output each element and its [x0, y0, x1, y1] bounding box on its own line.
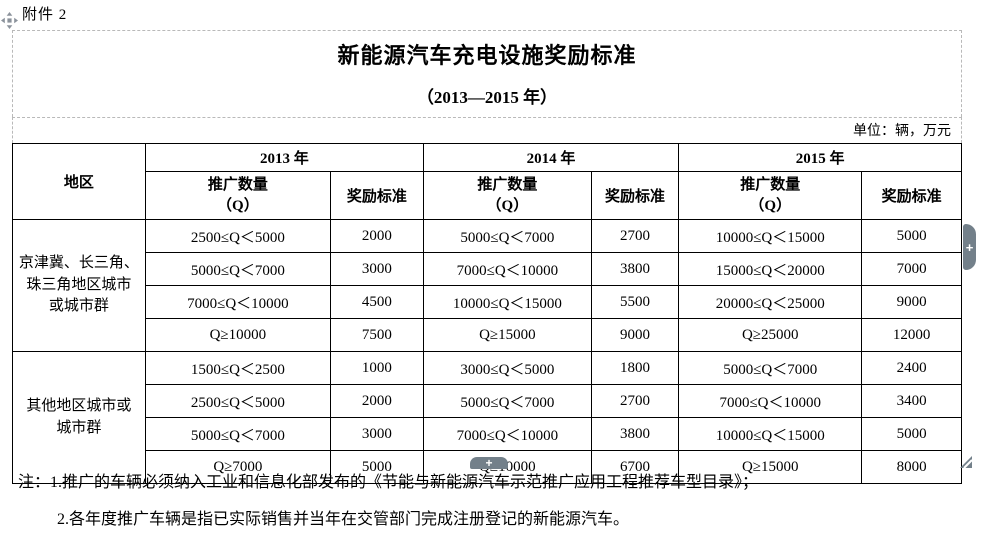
header-qty-2013: 推广数量 （Q）	[144, 171, 331, 220]
reward-cell: 6700	[590, 450, 680, 484]
reward-cell: 3800	[590, 252, 680, 286]
qty-cell: Q≥10000	[144, 318, 331, 352]
reward-cell: 5000	[861, 219, 962, 253]
attachment-label: 附件 2	[22, 7, 68, 23]
header-reward-2013: 奖励标准	[329, 171, 424, 220]
reward-cell: 1800	[590, 351, 680, 385]
reward-cell: 5500	[590, 285, 680, 319]
qty-cell: 10000≤Q＜15000	[678, 417, 863, 451]
qty-cell: Q≥7000	[144, 450, 331, 484]
table-resize-handle-icon[interactable]	[959, 455, 973, 469]
qty-cell: 2500≤Q＜5000	[144, 219, 331, 253]
table-row: 5000≤Q＜7000 3000 7000≤Q＜10000 3800 15000…	[13, 252, 962, 286]
reward-cell: 12000	[861, 318, 962, 352]
qty-cell: 15000≤Q＜20000	[678, 252, 863, 286]
reward-cell: 5000	[329, 450, 424, 484]
qty-cell: 5000≤Q＜7000	[422, 219, 592, 253]
qty-header-line2: （Q）	[486, 197, 529, 214]
footnote-1: 注：1.推广的车辆必须纳入工业和信息化部发布的《节能与新能源汽车示范推广应用工程…	[18, 474, 759, 491]
qty-header-line2: （Q）	[749, 197, 792, 214]
table-move-handle-icon[interactable]	[1, 12, 18, 29]
reward-cell: 2700	[590, 384, 680, 418]
qty-header-line1: 推广数量	[207, 177, 268, 194]
qty-cell: Q≥15000	[678, 450, 863, 484]
qty-cell: 10000≤Q＜15000	[422, 285, 592, 319]
qty-cell: 5000≤Q＜7000	[144, 417, 331, 451]
footnote-2: 2.各年度推广车辆是指已实际销售并当年在交管部门完成注册登记的新能源汽车。	[57, 511, 630, 528]
reward-cell: 2400	[861, 351, 962, 385]
qty-cell: 2500≤Q＜5000	[144, 384, 331, 418]
qty-cell: Q≥15000	[422, 318, 592, 352]
qty-cell: 7000≤Q＜10000	[678, 384, 863, 418]
reward-cell: 5000	[861, 417, 962, 451]
reward-cell: 4500	[329, 285, 424, 319]
table-row: 京津冀、长三角、 珠三角地区城市 或城市群 2500≤Q＜5000 2000 5…	[12, 219, 962, 352]
reward-cell: 2700	[590, 219, 680, 253]
qty-header-line1: 推广数量	[740, 177, 801, 194]
page-subtitle: （2013—2015 年）	[416, 88, 558, 107]
qty-cell: 5000≤Q＜7000	[144, 252, 331, 286]
add-column-handle[interactable]: +	[963, 224, 976, 270]
table-row: Q≥7000 5000 Q≥10000 6700 Q≥15000 8000	[13, 450, 962, 484]
header-qty-2014: 推广数量 （Q）	[422, 171, 592, 220]
reward-cell: 1000	[329, 351, 424, 385]
qty-cell: 20000≤Q＜25000	[678, 285, 863, 319]
header-region: 地区	[12, 143, 146, 220]
plus-icon: +	[965, 239, 974, 255]
qty-cell: 5000≤Q＜7000	[422, 384, 592, 418]
reward-cell: 7500	[329, 318, 424, 352]
region-cell-other: 其他地区城市或 城市群	[12, 351, 146, 484]
header-reward-2015: 奖励标准	[861, 171, 962, 220]
unit-note: 单位：辆，万元	[12, 117, 962, 143]
qty-cell: 7000≤Q＜10000	[422, 252, 592, 286]
header-year-2015: 2015 年	[678, 143, 962, 172]
reward-cell: 3800	[590, 417, 680, 451]
reward-cell: 9000	[590, 318, 680, 352]
table-row: 7000≤Q＜10000 4500 10000≤Q＜15000 5500 200…	[13, 285, 962, 319]
qty-header-line1: 推广数量	[477, 177, 538, 194]
table-row: 2500≤Q＜5000 2000 5000≤Q＜7000 2700 7000≤Q…	[13, 384, 962, 418]
reward-cell: 2000	[329, 384, 424, 418]
page-title: 新能源汽车充电设施奖励标准	[337, 43, 637, 68]
qty-cell: 5000≤Q＜7000	[678, 351, 863, 385]
qty-cell: 10000≤Q＜15000	[678, 219, 863, 253]
add-row-handle[interactable]: +	[470, 457, 508, 469]
header-qty-2015: 推广数量 （Q）	[678, 171, 863, 220]
reward-cell: 3000	[329, 417, 424, 451]
reward-cell: 7000	[861, 252, 962, 286]
qty-cell: Q≥25000	[678, 318, 863, 352]
plus-icon: +	[485, 456, 493, 470]
title-block: 新能源汽车充电设施奖励标准 （2013—2015 年）	[12, 30, 962, 117]
reward-cell: 3400	[861, 384, 962, 418]
reward-cell: 9000	[861, 285, 962, 319]
reward-cell: 3000	[329, 252, 424, 286]
qty-cell: 7000≤Q＜10000	[422, 417, 592, 451]
header-reward-2014: 奖励标准	[590, 171, 680, 220]
table-row: 5000≤Q＜7000 3000 7000≤Q＜10000 3800 10000…	[13, 417, 962, 451]
qty-cell: 7000≤Q＜10000	[144, 285, 331, 319]
qty-cell: 1500≤Q＜2500	[144, 351, 331, 385]
qty-header-line2: （Q）	[217, 197, 259, 214]
header-year-2014: 2014 年	[422, 143, 680, 172]
table-row: 其他地区城市或 城市群 1500≤Q＜2500 1000 3000≤Q＜5000…	[12, 351, 962, 484]
footnotes: 注：1.推广的车辆必须纳入工业和信息化部发布的《节能与新能源汽车示范推广应用工程…	[12, 468, 972, 529]
table-row: Q≥10000 7500 Q≥15000 9000 Q≥25000 12000	[13, 318, 962, 352]
header-year-2013: 2013 年	[144, 143, 424, 172]
qty-cell: 3000≤Q＜5000	[422, 351, 592, 385]
document-body: 新能源汽车充电设施奖励标准 （2013—2015 年） 单位：辆，万元 地区 2…	[12, 30, 962, 484]
reward-cell: 2000	[329, 219, 424, 253]
reward-standards-table: 地区 2013 年 2014 年 2015 年 推广数量 （Q） 奖励标准 推广…	[12, 143, 962, 484]
region-cell-jjj: 京津冀、长三角、 珠三角地区城市 或城市群	[12, 219, 146, 352]
